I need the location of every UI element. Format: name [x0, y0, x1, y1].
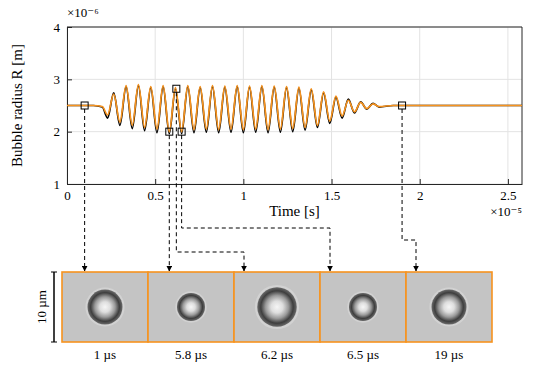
connector — [84, 109, 85, 271]
y-tick-label: 2 — [54, 124, 61, 139]
snapshot-marker — [178, 128, 185, 135]
grid-line-x — [155, 27, 156, 184]
x-tick: 1.5 — [324, 179, 340, 203]
bubble-halo — [85, 287, 124, 326]
bubble — [257, 287, 296, 326]
plot-frame — [67, 27, 522, 184]
bubble — [349, 293, 377, 321]
snapshot-label: 1 µs — [94, 347, 116, 362]
panel-background — [406, 272, 492, 342]
plot-data — [67, 85, 522, 136]
x-tick-label: 1.5 — [324, 188, 340, 203]
panel-border — [320, 272, 406, 342]
snapshot-panel: 19 µs — [406, 272, 492, 362]
snapshot-panel: 6.5 µs — [320, 272, 406, 362]
y-multiplier: ×10⁻⁶ — [67, 5, 99, 20]
bubble-halo — [347, 291, 378, 322]
x-axis: 0 0.5 1 1.5 2 2.5 — [64, 179, 522, 203]
x-tick: 0.5 — [148, 179, 164, 203]
connector — [182, 135, 330, 271]
x-tick: 2 — [417, 179, 424, 203]
snapshot-label: 5.8 µs — [175, 347, 207, 362]
snapshot-marker — [81, 102, 88, 109]
x-tick-label: 0.5 — [148, 188, 164, 203]
connectors — [85, 92, 416, 271]
connector — [176, 92, 244, 271]
snapshot-label: 19 µs — [435, 347, 464, 362]
snapshot-label: 6.2 µs — [261, 347, 293, 362]
bubble-halo — [175, 291, 206, 322]
y-tick: 1 — [54, 177, 73, 192]
y-tick-mark — [67, 79, 72, 80]
connector — [169, 135, 170, 271]
x-tick: 2.5 — [500, 179, 516, 203]
snapshot-marker — [399, 102, 406, 109]
grid-line-y — [67, 184, 522, 185]
scale-bar-line — [53, 272, 55, 342]
snapshot-label: 6.5 µs — [347, 347, 379, 362]
x-axis-title: Time [s] — [269, 203, 320, 219]
bubble — [177, 293, 205, 321]
panel-background — [148, 272, 234, 342]
scale-bar-label: 10 µm — [34, 290, 49, 324]
panel-border — [234, 272, 320, 342]
y-tick: 3 — [54, 72, 73, 87]
scale-bar: 10 µm — [34, 272, 57, 342]
x-tick-label: 2 — [417, 188, 424, 203]
snapshot-panel: 1 µs — [62, 272, 148, 362]
panel-border — [148, 272, 234, 342]
y-axis-title: Bubble radius R [m] — [9, 44, 25, 167]
series-line — [67, 85, 522, 132]
panel-border — [406, 272, 492, 342]
snapshot-marker — [173, 85, 180, 92]
scale-bar-cap — [51, 272, 57, 273]
y-tick: 2 — [54, 124, 73, 139]
x-tick-label: 1 — [241, 188, 248, 203]
panel-background — [62, 272, 148, 342]
x-tick-mark — [508, 179, 509, 184]
grid-line-y — [67, 79, 522, 80]
y-tick-label: 1 — [54, 177, 61, 192]
scale-bar-cap — [51, 342, 57, 343]
grid — [67, 27, 522, 184]
x-tick-label: 0 — [64, 188, 71, 203]
x-tick-mark — [332, 179, 333, 184]
x-tick: 1 — [241, 179, 248, 203]
snapshot-panels: 1 µs 5.8 µs 6.2 µs 6.5 µs 19 µs — [62, 272, 492, 362]
y-tick-label: 3 — [54, 72, 61, 87]
snapshot-marker — [166, 128, 173, 135]
bubble-halo — [429, 287, 468, 326]
y-tick-mark — [67, 184, 72, 185]
x-axis-line — [68, 184, 523, 185]
x-multiplier: ×10⁻⁵ — [490, 204, 522, 219]
panel-background — [320, 272, 406, 342]
panel-background — [234, 272, 320, 342]
chart-svg: 0 0.5 1 1.5 2 2.5 1 2 3 4 Time [s] ×10⁻⁵ Bubble radi… — [0, 0, 533, 372]
snapshot-panel: 5.8 µs — [148, 272, 234, 362]
x-tick-mark — [155, 179, 156, 184]
bubble-halo — [255, 285, 299, 329]
y-tick-mark — [67, 132, 72, 133]
grid-line-x — [331, 27, 332, 184]
x-tick-mark — [420, 179, 421, 184]
grid-line-y — [67, 131, 522, 132]
bubble — [88, 290, 123, 325]
y-tick-label: 4 — [54, 20, 61, 35]
x-tick-label: 2.5 — [500, 188, 516, 203]
snapshot-panel: 6.2 µs — [234, 272, 320, 362]
panel-border — [62, 272, 148, 342]
bubble — [432, 290, 467, 325]
plot-background — [67, 27, 522, 184]
grid-line-x — [243, 27, 244, 184]
connector — [402, 109, 416, 271]
x-tick-mark — [243, 179, 244, 184]
